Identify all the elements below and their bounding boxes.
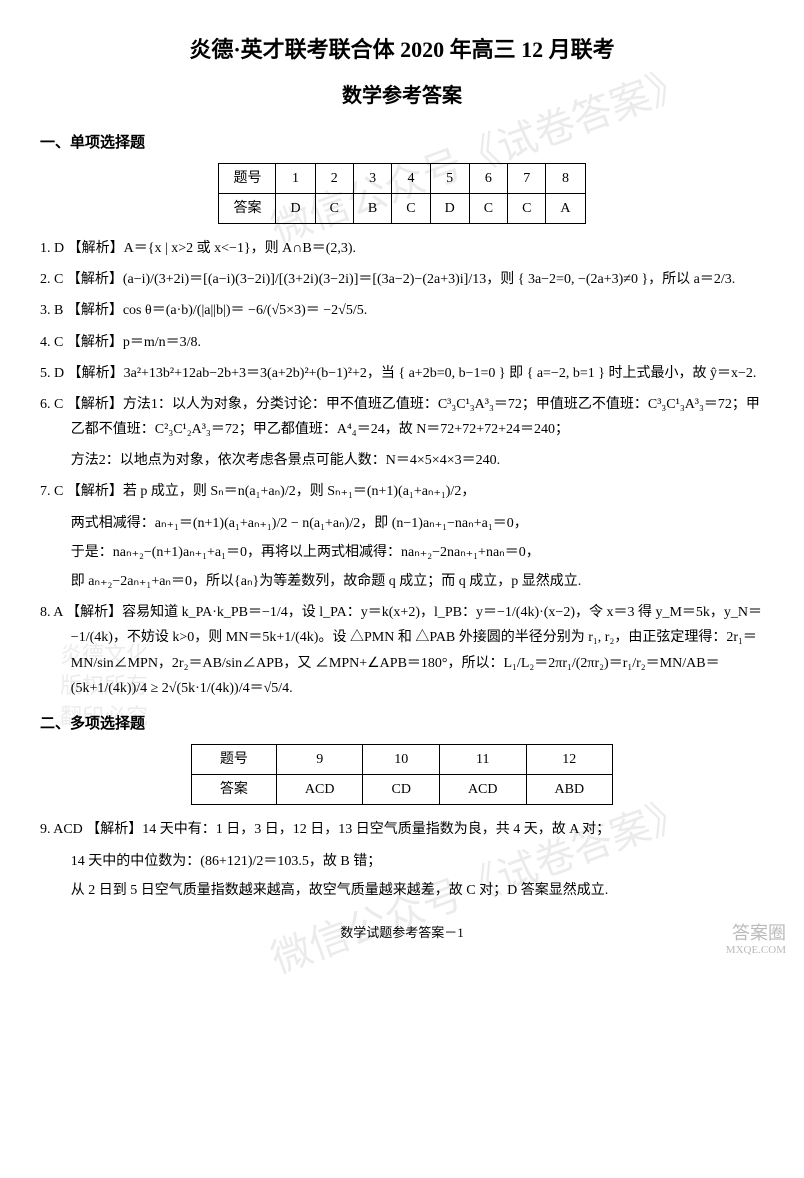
item-body: (a−i)/(3+2i)＝[(a−i)(3−2i)]/[(3+2i)(3−2i)… [123, 272, 735, 287]
item-num: 8. A [40, 605, 63, 620]
table-cell: 8 [546, 163, 585, 193]
solution-item-1: 1. D 【解析】A＝{x | x>2 或 x<−1}，则 A∩B＝(2,3). [40, 236, 764, 261]
table-cell: CD [363, 775, 439, 805]
item-body: 方法1：以人为对象，分类讨论：甲不值班乙值班：C³₃C¹₃A³₃＝72；甲值班乙… [71, 397, 760, 437]
item-num: 3. B [40, 303, 63, 318]
item-num: 7. C [40, 484, 63, 499]
table-cell: B [353, 193, 391, 223]
corner-watermark: 答案圈 MXQE.COM [726, 924, 786, 956]
table-cell: 7 [508, 163, 546, 193]
solution-item-2: 2. C 【解析】(a−i)/(3+2i)＝[(a−i)(3−2i)]/[(3+… [40, 267, 764, 292]
table-cell: 12 [526, 744, 613, 774]
item-label: 【解析】 [66, 605, 122, 620]
item-body: p＝m/n＝3/8. [123, 335, 201, 350]
corner-line: 答案圈 [726, 924, 786, 944]
item-body: 容易知道 k_PA·k_PB＝−1/4，设 l_PA：y＝k(x+2)，l_PB… [71, 605, 762, 696]
solution-item-7: 7. C 【解析】若 p 成立，则 Sₙ＝n(a₁+aₙ)/2，则 Sₙ₊₁＝(… [40, 479, 764, 504]
table-cell: C [315, 193, 353, 223]
table-cell: ABD [526, 775, 613, 805]
answer-table-1: 题号 1 2 3 4 5 6 7 8 答案 D C B C D C C A [218, 163, 585, 224]
table-answer-label: 答案 [191, 775, 276, 805]
item-num: 5. D [40, 366, 64, 381]
solution-item-4: 4. C 【解析】p＝m/n＝3/8. [40, 330, 764, 355]
table-cell: 6 [469, 163, 507, 193]
table-cell: 4 [392, 163, 430, 193]
item-body: A＝{x | x>2 或 x<−1}，则 A∩B＝(2,3). [124, 241, 356, 256]
solution-item-7-line4: 即 aₙ₊₂−2aₙ₊₁+aₙ＝0，所以{aₙ}为等差数列，故命题 q 成立；而… [71, 569, 764, 594]
item-num: 2. C [40, 272, 63, 287]
table-cell: 9 [276, 744, 363, 774]
solution-item-9: 9. ACD 【解析】14 天中有：1 日，3 日，12 日，13 日空气质量指… [40, 817, 764, 842]
item-label: 【解析】 [67, 272, 123, 287]
solution-item-3: 3. B 【解析】cos θ＝(a·b)/(|a||b|)＝ −6/(√5×3)… [40, 298, 764, 323]
table-header-label: 题号 [191, 744, 276, 774]
solution-item-8: 8. A 【解析】容易知道 k_PA·k_PB＝−1/4，设 l_PA：y＝k(… [40, 600, 764, 701]
item-label: 【解析】 [68, 366, 124, 381]
page-subtitle: 数学参考答案 [40, 78, 764, 114]
section2-header: 二、多项选择题 [40, 711, 764, 738]
corner-line: MXQE.COM [726, 944, 786, 956]
item-label: 【解析】 [68, 241, 124, 256]
item-body: 3a²+13b²+12ab−2b+3＝3(a+2b)²+(b−1)²+2，当 {… [124, 366, 757, 381]
item-body: 14 天中有：1 日，3 日，12 日，13 日空气质量指数为良，共 4 天，故… [142, 822, 610, 837]
item-label: 【解析】 [67, 303, 123, 318]
answer-table-2: 题号 9 10 11 12 答案 ACD CD ACD ABD [191, 744, 613, 805]
table-cell: 3 [353, 163, 391, 193]
solution-item-9-line3: 从 2 日到 5 日空气质量指数越来越高，故空气质量越来越差，故 C 对；D 答… [71, 878, 764, 903]
table-cell: D [276, 193, 315, 223]
solution-item-7-line2: 两式相减得：aₙ₊₁＝(n+1)(a₁+aₙ₊₁)/2 − n(a₁+aₙ)/2… [71, 511, 764, 536]
item-num: 9. ACD [40, 822, 83, 837]
item-num: 4. C [40, 335, 63, 350]
item-label: 【解析】 [67, 397, 123, 412]
solution-item-9-line2: 14 天中的中位数为：(86+121)/2＝103.5，故 B 错； [71, 849, 764, 874]
table-cell: ACD [276, 775, 363, 805]
table-cell: D [430, 193, 469, 223]
item-label: 【解析】 [67, 335, 123, 350]
table-answer-label: 答案 [219, 193, 276, 223]
item-num: 6. C [40, 397, 63, 412]
table-cell: C [508, 193, 546, 223]
item-num: 1. D [40, 241, 64, 256]
item-label: 【解析】 [86, 822, 142, 837]
table-cell: C [392, 193, 430, 223]
page-title: 炎德·英才联考联合体 2020 年高三 12 月联考 [40, 30, 764, 70]
page-footer: 数学试题参考答案－1 [40, 921, 764, 944]
solution-item-7-line3: 于是：naₙ₊₂−(n+1)aₙ₊₁+a₁＝0，再将以上两式相减得：naₙ₊₂−… [71, 540, 764, 565]
solution-item-6: 6. C 【解析】方法1：以人为对象，分类讨论：甲不值班乙值班：C³₃C¹₃A³… [40, 392, 764, 442]
table-cell: 5 [430, 163, 469, 193]
solution-item-5: 5. D 【解析】3a²+13b²+12ab−2b+3＝3(a+2b)²+(b−… [40, 361, 764, 386]
table-cell: 10 [363, 744, 439, 774]
table-header-label: 题号 [219, 163, 276, 193]
table-cell: ACD [439, 775, 526, 805]
table-cell: 1 [276, 163, 315, 193]
item-body: 若 p 成立，则 Sₙ＝n(a₁+aₙ)/2，则 Sₙ₊₁＝(n+1)(a₁+a… [123, 484, 475, 499]
item-body: cos θ＝(a·b)/(|a||b|)＝ −6/(√5×3)＝ −2√5/5. [123, 303, 367, 318]
item-label: 【解析】 [67, 484, 123, 499]
table-cell: A [546, 193, 585, 223]
section1-header: 一、单项选择题 [40, 130, 764, 157]
table-cell: 2 [315, 163, 353, 193]
table-cell: C [469, 193, 507, 223]
table-cell: 11 [439, 744, 526, 774]
solution-item-6-line2: 方法2：以地点为对象，依次考虑各景点可能人数：N＝4×5×4×3＝240. [71, 448, 764, 473]
